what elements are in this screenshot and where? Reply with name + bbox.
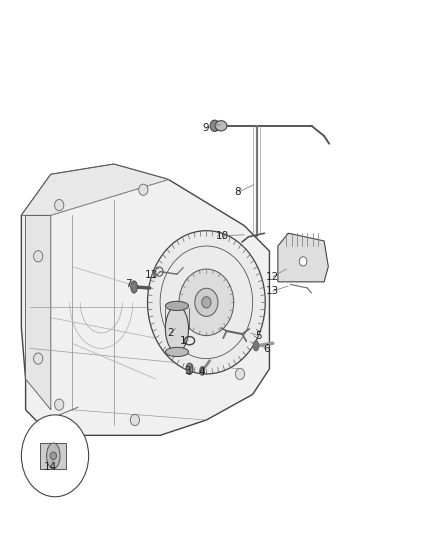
Text: 13: 13 <box>266 286 279 296</box>
Text: 14: 14 <box>43 462 57 472</box>
Ellipse shape <box>195 288 218 317</box>
Ellipse shape <box>139 184 148 196</box>
Text: 10: 10 <box>216 231 229 241</box>
Text: 12: 12 <box>266 272 279 282</box>
Polygon shape <box>25 215 51 410</box>
Text: 8: 8 <box>235 187 241 197</box>
Text: 4: 4 <box>199 367 205 377</box>
Ellipse shape <box>34 353 43 364</box>
Ellipse shape <box>235 368 245 379</box>
Text: 2: 2 <box>167 328 174 338</box>
Polygon shape <box>21 164 269 435</box>
Ellipse shape <box>148 231 265 374</box>
Ellipse shape <box>253 341 259 351</box>
Ellipse shape <box>202 297 211 308</box>
Text: 6: 6 <box>263 344 270 354</box>
FancyBboxPatch shape <box>40 443 66 469</box>
Text: 9: 9 <box>202 123 209 133</box>
Ellipse shape <box>215 120 227 131</box>
Ellipse shape <box>166 348 188 357</box>
Text: 3: 3 <box>184 366 191 376</box>
Ellipse shape <box>179 269 234 336</box>
Ellipse shape <box>166 301 188 311</box>
Ellipse shape <box>50 452 57 459</box>
Circle shape <box>21 415 88 497</box>
Polygon shape <box>21 164 169 215</box>
Ellipse shape <box>46 443 60 469</box>
Polygon shape <box>278 233 328 282</box>
Ellipse shape <box>166 306 188 352</box>
Ellipse shape <box>34 251 43 262</box>
Ellipse shape <box>55 199 64 211</box>
Ellipse shape <box>55 399 64 410</box>
Text: 11: 11 <box>145 270 159 280</box>
Text: 7: 7 <box>125 279 132 289</box>
Ellipse shape <box>130 414 140 426</box>
Text: 5: 5 <box>256 330 262 341</box>
Ellipse shape <box>299 257 307 266</box>
Ellipse shape <box>186 363 193 375</box>
Text: 1: 1 <box>180 336 187 346</box>
Ellipse shape <box>200 366 205 375</box>
Ellipse shape <box>252 276 261 287</box>
Ellipse shape <box>131 281 138 293</box>
Ellipse shape <box>210 120 219 132</box>
